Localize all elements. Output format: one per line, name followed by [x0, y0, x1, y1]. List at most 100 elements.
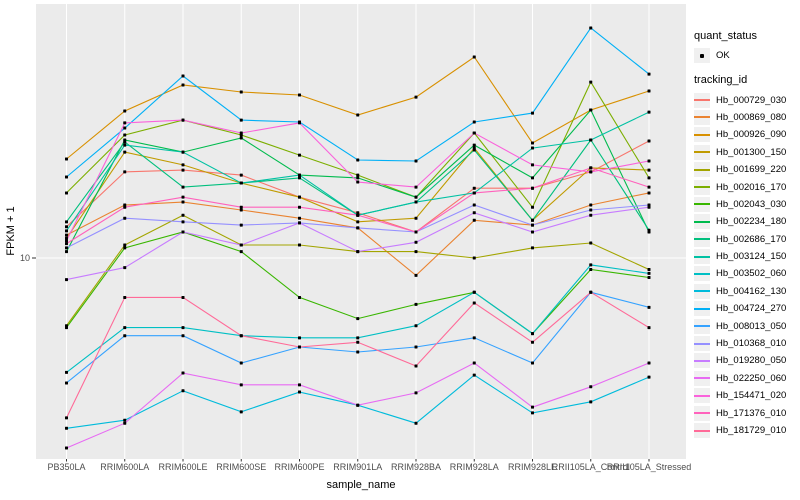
legend-title-quant-status: quant_status [694, 30, 757, 42]
legend-key-box [694, 92, 710, 108]
data-point [65, 225, 68, 229]
data-point [298, 221, 301, 225]
data-point [123, 266, 127, 270]
legend-item-label: Hb_154471_020 [716, 390, 787, 402]
x-axis-title: sample_name [326, 479, 396, 491]
x-tick-label: RRIM600SE [216, 462, 267, 472]
data-point [531, 163, 534, 167]
data-point [181, 118, 185, 122]
data-point [65, 426, 68, 430]
data-point [123, 170, 127, 174]
series-color-line-icon [694, 272, 710, 275]
data-point [65, 246, 68, 250]
x-tick-label: RRIM901LA [333, 462, 383, 472]
data-point [298, 336, 301, 340]
series-color-line-icon [694, 168, 710, 171]
data-point [65, 157, 68, 161]
legend-item-label: Hb_171376_010 [716, 407, 787, 419]
legend-item-label: Hb_003124_150 [716, 251, 787, 263]
data-point [531, 218, 534, 222]
data-point [181, 185, 185, 189]
data-point [589, 170, 593, 174]
data-point [414, 230, 418, 234]
data-point [239, 90, 243, 94]
series-color-line-icon [694, 325, 710, 328]
data-point [647, 110, 651, 114]
data-point [414, 302, 418, 306]
data-point [65, 242, 68, 246]
data-point [647, 159, 651, 163]
legend-item-quant-ok: OK [694, 47, 799, 64]
data-point [531, 205, 534, 209]
data-point [181, 195, 185, 199]
data-point [472, 290, 476, 294]
series-color-line-icon [694, 394, 710, 397]
x-tick-label: PB350LA [47, 462, 86, 472]
legend-item: Hb_004724_270 [694, 300, 799, 317]
data-point [298, 345, 301, 349]
legend-key-box [694, 109, 710, 125]
data-point [356, 250, 360, 254]
data-point [589, 241, 593, 245]
legend-item: Hb_001699_220 [694, 161, 799, 178]
series-color-line-icon [694, 151, 710, 154]
data-point [531, 332, 534, 336]
data-point [65, 278, 68, 282]
data-point [181, 230, 185, 234]
data-point [123, 133, 127, 137]
data-point [356, 213, 360, 217]
series-color-line-icon [694, 99, 710, 102]
series-color-line-icon [694, 203, 710, 206]
data-point [123, 126, 127, 130]
series-color-line-icon [694, 290, 710, 293]
data-point [239, 131, 243, 135]
series-color-line-icon [694, 412, 710, 415]
data-point [647, 267, 651, 271]
legend-key-box [694, 370, 710, 386]
data-point [647, 168, 651, 172]
data-point [65, 250, 68, 254]
legend-key-box [694, 423, 710, 438]
data-point [531, 146, 534, 150]
data-point [414, 216, 418, 220]
data-point [414, 200, 418, 204]
legend-title-tracking-id: tracking_id [694, 74, 748, 87]
data-point [181, 326, 185, 330]
data-point [356, 180, 360, 184]
data-point [647, 275, 651, 279]
legend-key-box [694, 405, 710, 421]
legend-item-label: Hb_019280_050 [716, 355, 787, 367]
legend-item: Hb_003502_060 [694, 265, 799, 282]
legend-key-box [694, 388, 710, 404]
series-color-line-icon [694, 116, 710, 119]
data-point [472, 120, 476, 124]
data-point [589, 138, 593, 142]
data-point [414, 95, 418, 99]
data-point [181, 74, 185, 78]
data-point [531, 176, 534, 180]
data-point [531, 141, 534, 145]
point-marker-icon [700, 53, 704, 58]
data-point [298, 176, 301, 180]
legend-key-box [694, 318, 710, 334]
data-point [356, 317, 360, 321]
legend-item: Hb_022250_060 [694, 370, 799, 387]
data-point [181, 150, 185, 154]
data-point [531, 405, 534, 409]
y-axis-title: FPKM + 1 [5, 206, 17, 256]
legend-item: Hb_004162_130 [694, 283, 799, 300]
data-point [414, 324, 418, 328]
data-point [414, 250, 418, 254]
data-point [239, 205, 243, 209]
legend-item-label: Hb_004724_270 [716, 303, 787, 315]
x-tick-label: RRII105LA_Stressed [606, 462, 692, 472]
x-tick-label: RRIM928LE [507, 462, 558, 472]
data-point [414, 364, 418, 368]
data-point [531, 230, 534, 234]
data-point [181, 200, 185, 204]
data-point [472, 191, 476, 195]
legend-item-label: Hb_000869_080 [716, 111, 787, 123]
data-point [472, 203, 476, 207]
data-point [239, 383, 243, 387]
